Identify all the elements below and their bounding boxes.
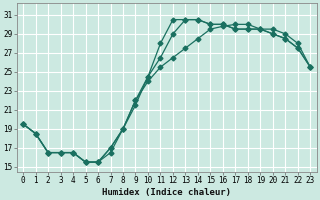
X-axis label: Humidex (Indice chaleur): Humidex (Indice chaleur) (102, 188, 231, 197)
